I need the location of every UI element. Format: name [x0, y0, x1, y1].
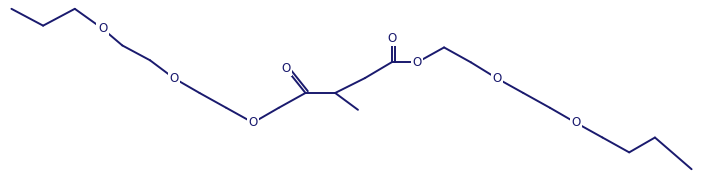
Text: O: O	[571, 116, 580, 129]
Text: O: O	[387, 32, 396, 45]
Text: O: O	[248, 116, 257, 129]
Text: O: O	[281, 62, 290, 75]
Text: O: O	[492, 72, 501, 85]
Text: O: O	[169, 72, 178, 85]
Text: O: O	[412, 56, 422, 69]
Text: O: O	[98, 22, 107, 35]
